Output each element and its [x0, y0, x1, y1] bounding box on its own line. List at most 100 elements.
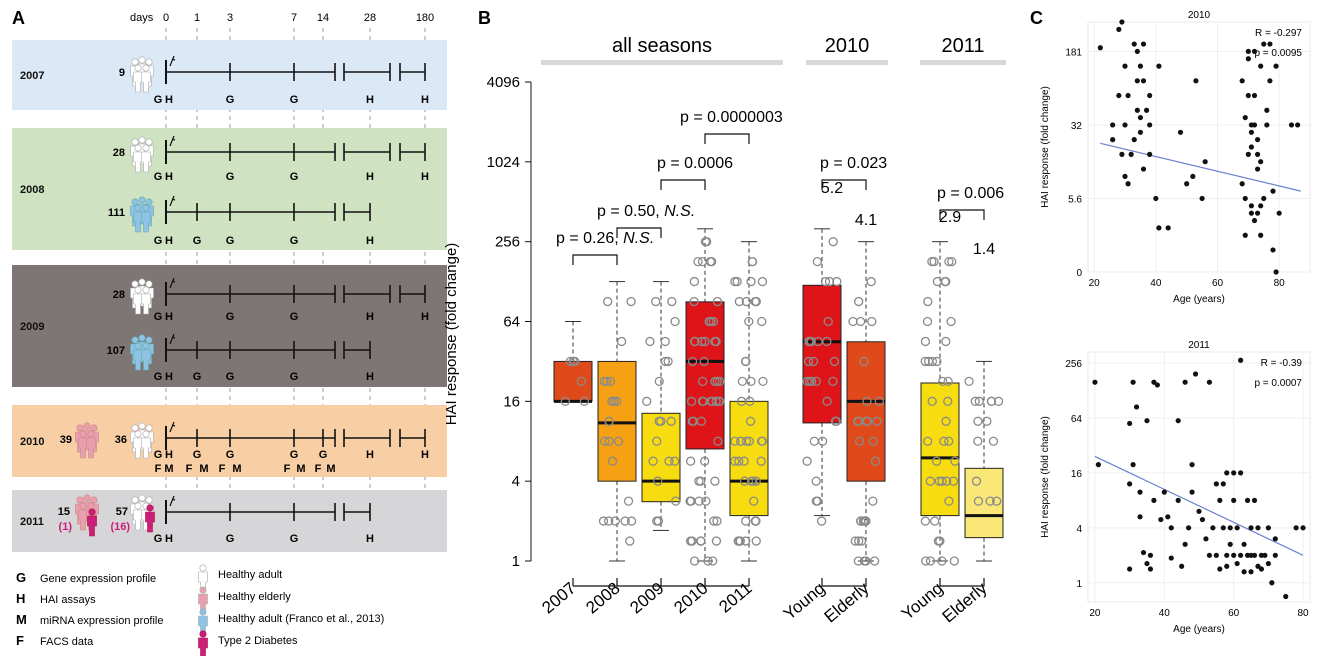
- c-point-0-75: [1288, 122, 1295, 128]
- letters-2008-b-2: G: [193, 235, 202, 247]
- b-point-6-22: [859, 516, 870, 526]
- c-point-1-25: [1179, 563, 1185, 569]
- c-point-0-74: [1276, 210, 1282, 216]
- b-comparison-label-4: p = 0.023: [820, 155, 887, 172]
- b-point-4-13: [745, 416, 756, 426]
- b-point-2-9: [670, 316, 680, 327]
- crowd-2011-elderly-person-2-head: [90, 496, 98, 504]
- b-point-5-24: [811, 496, 821, 506]
- letters-2008-b-4: G: [290, 235, 299, 247]
- b-point-1-2: [602, 376, 612, 387]
- b-point-6-8: [856, 516, 866, 526]
- crowd-2008-b-person-4-head: [142, 204, 150, 212]
- b-point-7-22: [920, 356, 930, 367]
- b-point-7-39: [925, 476, 935, 486]
- b-point-3-4: [689, 556, 700, 566]
- crowd-2011-elderly-person-4-head: [87, 502, 95, 510]
- timeline-2010: [165, 421, 426, 450]
- c-y-tick-0-3: 181: [1065, 47, 1082, 58]
- letters-2011-2: G: [226, 533, 235, 545]
- c-point-1-76: [1283, 593, 1289, 600]
- n-2011-adult: 57: [116, 506, 128, 518]
- crowd-2007-person-4: [141, 64, 151, 93]
- b-point-3-30: [696, 416, 706, 426]
- cohort-year-2011: 2011: [20, 516, 44, 528]
- b-point-7-8: [944, 496, 954, 506]
- letters-2011-4: H: [366, 533, 374, 545]
- c-ylabel-0: HAI response (fold change): [1040, 86, 1051, 208]
- n-2007: 9: [119, 67, 125, 79]
- c-point-0-23: [1140, 41, 1147, 47]
- b-header-1: 2010: [825, 35, 870, 57]
- letters-2007-2: G: [226, 94, 235, 106]
- legend-key-M: M: [16, 612, 27, 627]
- b-point-3-42: [687, 416, 697, 426]
- day-tick-180: 180: [416, 12, 434, 24]
- c-point-1-26: [1182, 379, 1188, 385]
- timeline-2008-b-syringe-icon: [169, 195, 176, 207]
- crowd-2008-a-person-2-head: [145, 138, 153, 146]
- c-point-1-32: [1196, 508, 1202, 514]
- letters-2009-a-4: H: [366, 311, 374, 323]
- c-x-tick-0-20: 20: [1089, 278, 1101, 289]
- c-point-1-2: [1127, 566, 1133, 572]
- crowd-2007-person-3-head: [134, 64, 142, 72]
- c-x-tick-1-60: 60: [1228, 608, 1240, 619]
- b-point-5-21: [832, 276, 842, 287]
- cohort-year-2008: 2008: [20, 184, 44, 196]
- b-y-tick-label-256: 256: [495, 234, 520, 251]
- c-ylabel-1: HAI response (fold change): [1040, 416, 1051, 538]
- timeline-2009-b: [165, 333, 371, 362]
- crowd-2008-a: [130, 136, 154, 173]
- b-point-7-36: [943, 396, 953, 406]
- b-y-tick-label-1: 1: [512, 553, 520, 570]
- crowd-2008-a-person-4: [141, 144, 151, 173]
- letters-2008-b-3: G: [226, 235, 235, 247]
- b-point-4-23: [757, 276, 768, 287]
- b-point-4-42: [733, 536, 743, 546]
- letters-2008-a-2: G: [226, 171, 235, 183]
- b-point-7-25: [921, 556, 931, 566]
- b-comparison-bracket-2: [660, 179, 706, 190]
- c-point-0-21: [1140, 166, 1147, 172]
- b-point-2-2: [651, 296, 661, 307]
- c-point-0-56: [1254, 166, 1261, 172]
- c-point-1-71: [1265, 525, 1271, 531]
- b-point-5-12: [822, 336, 832, 347]
- c-point-1-77: [1293, 525, 1299, 531]
- letters-2010-top-3: G: [226, 449, 235, 461]
- c-point-1-22: [1168, 525, 1174, 531]
- b-point-5-13: [805, 376, 815, 387]
- b-comparison-p-4: p = 0.023: [820, 155, 887, 172]
- c-point-1-13: [1147, 566, 1154, 572]
- crowd-2009-a: [130, 278, 154, 315]
- crowd-2009-b-person-1-head: [138, 334, 146, 342]
- b-point-7-1: [922, 316, 933, 327]
- b-box-2010-3: 2010: [670, 228, 725, 617]
- crowd-2008-b-person-3-head: [134, 204, 142, 212]
- b-point-1-19: [616, 336, 627, 347]
- b-point-1-11: [604, 436, 614, 446]
- b-point-3-17: [685, 496, 695, 506]
- b-point-7-19: [923, 296, 933, 307]
- c-point-0-62: [1258, 232, 1264, 238]
- c-point-1-0: [1092, 379, 1098, 385]
- letters-2008-a-5: H: [421, 171, 429, 183]
- b-point-6-10: [870, 456, 881, 466]
- b-point-1-6: [610, 516, 620, 526]
- letters-2007-0: G: [154, 94, 163, 106]
- c-point-0-43: [1245, 56, 1251, 62]
- timeline-2011: [165, 495, 371, 524]
- c-point-1-33: [1199, 516, 1206, 523]
- c-point-0-0: [1097, 45, 1103, 51]
- c-point-0-68: [1267, 78, 1273, 84]
- c-point-1-78: [1300, 525, 1306, 531]
- b-point-4-39: [751, 296, 761, 307]
- timeline-2010-syringe-icon: [169, 421, 176, 433]
- c-point-1-49: [1231, 552, 1237, 558]
- people-legend-icon-1: [198, 586, 208, 615]
